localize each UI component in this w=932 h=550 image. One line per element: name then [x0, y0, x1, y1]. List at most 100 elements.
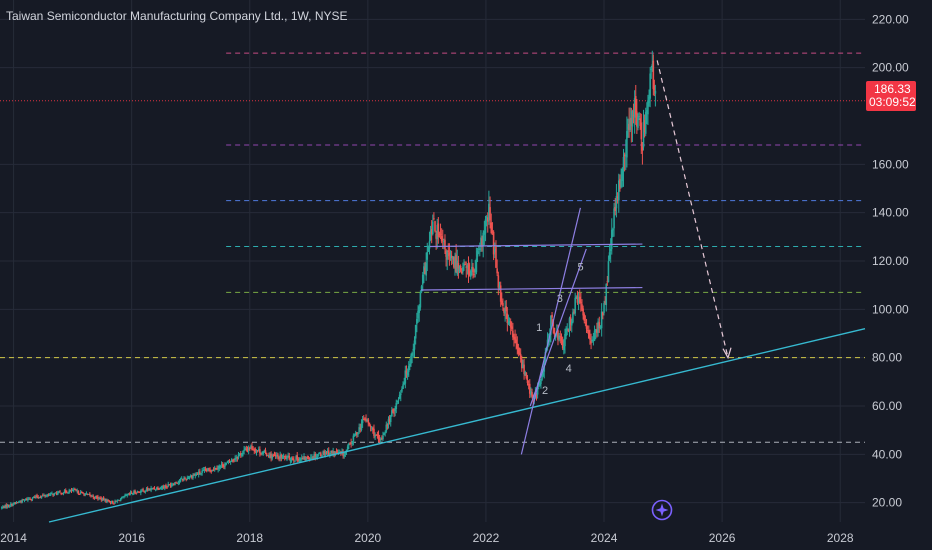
candle-body [287, 455, 289, 457]
candle-body [350, 442, 352, 444]
candle-body [630, 117, 633, 126]
candle-body [16, 502, 19, 504]
candle-body [144, 491, 147, 493]
candle-body [609, 248, 612, 252]
candle-body [92, 496, 95, 498]
candle-body [50, 493, 52, 495]
y-axis-tick-label: 60.00 [872, 399, 902, 413]
candle-body [306, 456, 309, 459]
candle-body [516, 343, 519, 349]
candle-body [177, 481, 180, 484]
candle-body [490, 222, 493, 234]
candle-body [459, 265, 462, 271]
candle-body [449, 254, 452, 256]
x-axis-tick-label: 2020 [354, 531, 381, 545]
candle-body [368, 422, 371, 425]
candle-body [413, 340, 416, 350]
candle-body [186, 477, 189, 479]
candle-body [0, 507, 3, 509]
candle-body [623, 154, 626, 157]
candle-body [393, 412, 395, 414]
candle-body [210, 470, 213, 472]
channel-line[interactable] [429, 243, 643, 248]
candle-body [43, 495, 45, 497]
candle-body [522, 364, 524, 369]
candle-body [48, 494, 51, 496]
candle-body [24, 498, 27, 500]
candle-body [427, 245, 430, 252]
candle-body [493, 248, 496, 253]
candle-body [370, 427, 373, 429]
candle-body [191, 475, 193, 478]
candle-body [30, 499, 33, 501]
y-axis-tick-label: 120.00 [872, 254, 909, 268]
candle-body [189, 475, 192, 478]
candle-body [3, 506, 5, 508]
candle-body [561, 340, 564, 349]
candle-body [307, 457, 310, 459]
projection-arrow-line[interactable] [656, 60, 729, 358]
candle-body [303, 456, 305, 460]
candle-body [31, 498, 34, 500]
candle-body [559, 336, 562, 338]
channel-line[interactable] [420, 286, 643, 291]
candle-body [414, 324, 417, 339]
candle-body [72, 489, 75, 491]
candle-body [120, 497, 123, 500]
candle-body [359, 427, 362, 429]
candle-body [348, 443, 350, 446]
candle-body [430, 229, 433, 235]
candle-body [2, 506, 4, 508]
candle-body [476, 251, 479, 257]
candle-body [226, 462, 229, 464]
candle-body [273, 454, 276, 456]
candle-body [184, 478, 186, 480]
candle-body [628, 123, 630, 130]
candle-body [53, 492, 56, 496]
candle-body [117, 499, 120, 501]
candle-body [644, 111, 647, 134]
candle-body [272, 454, 275, 456]
candle-body [309, 457, 312, 460]
candle-body [643, 120, 646, 133]
candle-body [454, 257, 456, 267]
candle-body [83, 493, 85, 496]
trendline[interactable] [48, 327, 866, 523]
candle-body [39, 497, 42, 499]
candle-body [118, 500, 121, 502]
candle-body [173, 483, 175, 485]
candle-body [293, 459, 295, 461]
candle-body [424, 267, 426, 274]
candle-body [257, 449, 260, 451]
candle-body [141, 489, 143, 491]
channel-line[interactable] [529, 248, 587, 407]
candle-body [458, 266, 461, 272]
candle-body [441, 239, 444, 241]
candle-body [208, 468, 210, 470]
candle-body [428, 241, 431, 249]
candle-body [638, 115, 640, 117]
wave-label: 1 [536, 322, 542, 334]
candle-body [23, 499, 26, 501]
compass-star-icon[interactable] [651, 499, 673, 521]
candle-body [313, 454, 315, 459]
axes: 220.00200.00160.00140.00120.00100.0080.0… [0, 12, 909, 545]
candle-body [421, 274, 424, 285]
candle-body [619, 178, 621, 189]
candle-body [7, 504, 10, 507]
candle-body [248, 447, 251, 449]
y-axis-tick-label: 80.00 [872, 351, 902, 365]
candle-body [93, 497, 96, 499]
candle-body [396, 400, 399, 402]
candle-body [629, 119, 632, 130]
candle-body [314, 453, 317, 458]
candle-body [425, 262, 427, 276]
candle-body [431, 221, 434, 235]
candle-body [570, 321, 573, 326]
candle-body [539, 382, 541, 386]
candle-body [406, 372, 409, 376]
candle-body [607, 261, 610, 283]
channel-line[interactable] [520, 207, 581, 455]
candle-body [37, 496, 39, 498]
